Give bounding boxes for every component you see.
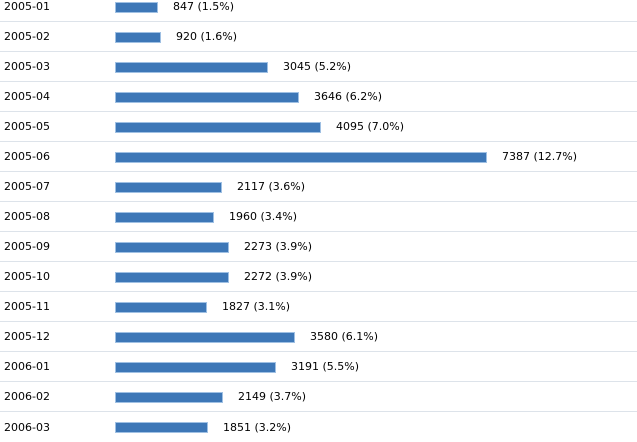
chart-row: 2005-10 2272 (3.9%)	[0, 262, 637, 292]
category-label: 2006-01	[4, 360, 50, 373]
chart-row: 2006-03 1851 (3.2%)	[0, 412, 637, 442]
value-label: 2117 (3.6%)	[237, 180, 306, 193]
chart-row: 2005-05 4095 (7.0%)	[0, 112, 637, 142]
value-label: 3580 (6.1%)	[310, 330, 379, 343]
value-label: 3646 (6.2%)	[314, 90, 383, 103]
category-label: 2005-08	[4, 210, 50, 223]
value-label: 920 (1.6%)	[176, 30, 238, 43]
category-label: 2005-05	[4, 120, 50, 133]
value-label: 3045 (5.2%)	[283, 60, 352, 73]
chart-row: 2005-07 2117 (3.6%)	[0, 172, 637, 202]
chart-row: 2005-01 847 (1.5%)	[0, 0, 637, 22]
bar	[115, 361, 276, 373]
category-label: 2005-10	[4, 270, 50, 283]
chart-row: 2005-03 3045 (5.2%)	[0, 52, 637, 82]
category-label: 2005-02	[4, 30, 50, 43]
category-label: 2005-07	[4, 180, 50, 193]
value-label: 4095 (7.0%)	[336, 120, 405, 133]
value-label: 1827 (3.1%)	[222, 300, 291, 313]
chart-row: 2006-02 2149 (3.7%)	[0, 382, 637, 412]
category-label: 2006-03	[4, 420, 50, 434]
category-label: 2005-11	[4, 300, 50, 313]
bar	[115, 241, 229, 253]
value-label: 3191 (5.5%)	[291, 360, 360, 373]
bar	[115, 31, 161, 43]
category-label: 2005-06	[4, 150, 50, 163]
bar	[115, 331, 295, 343]
value-label: 2149 (3.7%)	[238, 390, 307, 403]
category-label: 2005-12	[4, 330, 50, 343]
bar	[115, 301, 207, 313]
bar	[115, 151, 487, 163]
bar	[115, 91, 299, 103]
chart-row: 2005-12 3580 (6.1%)	[0, 322, 637, 352]
chart-row: 2005-09 2273 (3.9%)	[0, 232, 637, 262]
bar	[115, 181, 222, 193]
chart-row: 2006-01 3191 (5.5%)	[0, 352, 637, 382]
chart-row: 2005-08 1960 (3.4%)	[0, 202, 637, 232]
bar	[115, 61, 268, 73]
bar	[115, 421, 208, 433]
value-label: 2273 (3.9%)	[244, 240, 313, 253]
value-label: 7387 (12.7%)	[502, 150, 578, 163]
category-label: 2005-03	[4, 60, 50, 73]
category-label: 2005-09	[4, 240, 50, 253]
chart-row: 2005-06 7387 (12.7%)	[0, 142, 637, 172]
bar	[115, 391, 223, 403]
bar	[115, 1, 158, 13]
bar	[115, 121, 321, 133]
chart-row: 2005-11 1827 (3.1%)	[0, 292, 637, 322]
value-label: 1960 (3.4%)	[229, 210, 298, 223]
category-label: 2005-04	[4, 90, 50, 103]
value-label: 847 (1.5%)	[173, 0, 235, 13]
bar	[115, 211, 214, 223]
chart-row: 2005-04 3646 (6.2%)	[0, 82, 637, 112]
value-label: 1851 (3.2%)	[223, 420, 292, 434]
category-label: 2006-02	[4, 390, 50, 403]
category-label: 2005-01	[4, 0, 50, 13]
chart-row: 2005-02 920 (1.6%)	[0, 22, 637, 52]
bar	[115, 271, 229, 283]
value-label: 2272 (3.9%)	[244, 270, 313, 283]
